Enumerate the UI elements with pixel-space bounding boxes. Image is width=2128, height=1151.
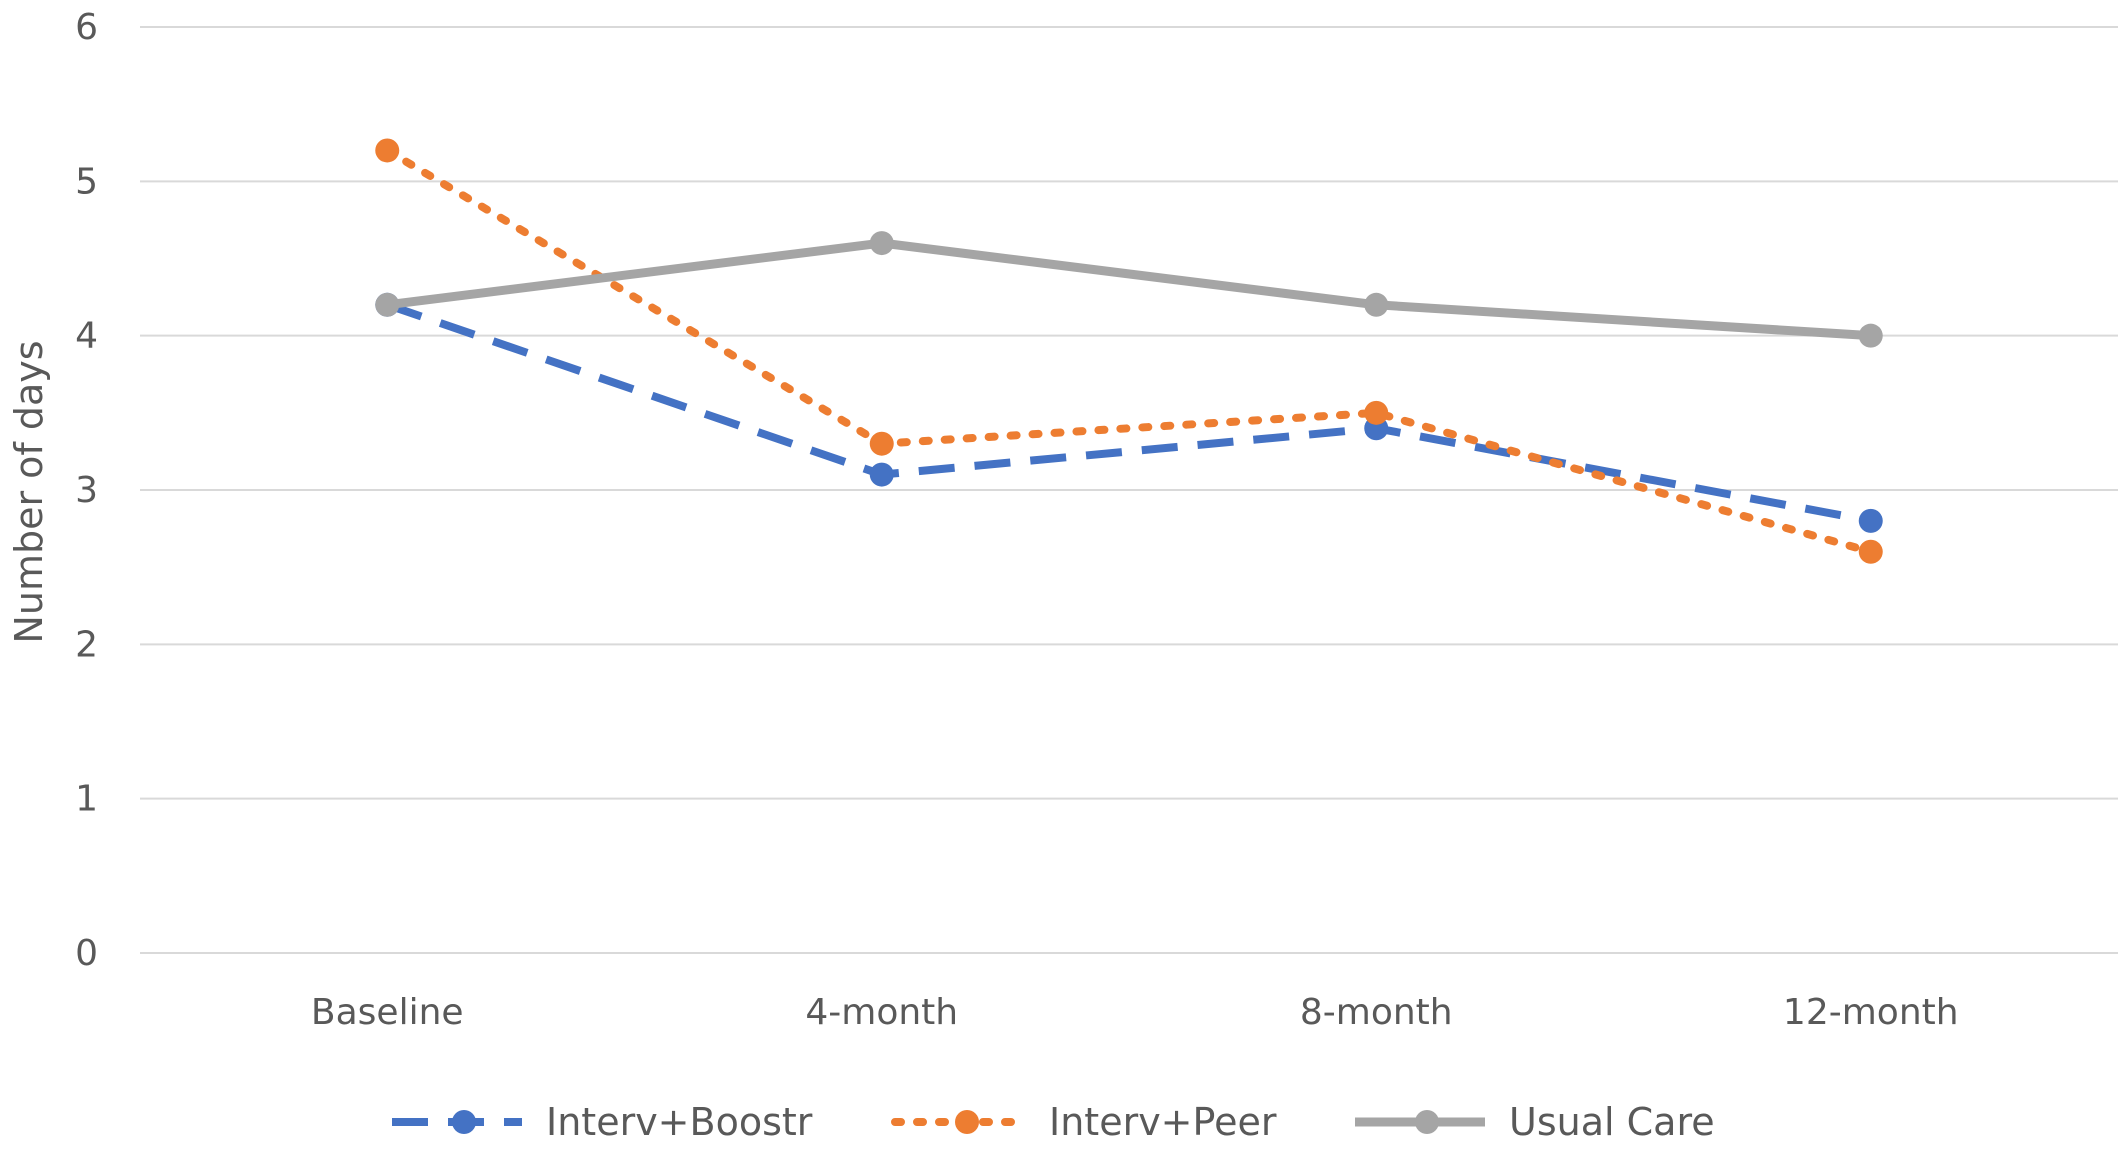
y-tick-label: 0: [75, 933, 98, 974]
x-axis-tick-labels: Baseline 4-month 8-month 12-month: [311, 992, 1959, 1033]
data-point: [375, 138, 400, 163]
series-usual-care: [375, 231, 1883, 348]
x-tick-label: 4-month: [805, 992, 958, 1033]
x-tick-label: 12-month: [1783, 992, 1959, 1033]
legend-marker: [955, 1110, 979, 1134]
y-axis-title: Number of days: [7, 340, 51, 643]
x-tick-label: Baseline: [311, 992, 464, 1033]
legend-marker: [1415, 1110, 1439, 1134]
legend: Interv+Boostr Interv+Peer Usual Care: [392, 1100, 1715, 1144]
y-tick-label: 5: [75, 161, 98, 202]
data-point: [1364, 292, 1389, 317]
data-point: [375, 292, 400, 317]
y-tick-label: 1: [75, 779, 98, 820]
series-lines: [375, 138, 1883, 564]
data-point: [1858, 539, 1883, 564]
data-point: [869, 431, 894, 456]
y-tick-label: 3: [75, 470, 98, 511]
series-line: [383, 146, 1875, 556]
y-axis-tick-labels: 0 1 2 3 4 5 6: [75, 7, 98, 974]
series-interv-boostr: [375, 292, 1883, 533]
legend-label: Usual Care: [1509, 1100, 1715, 1144]
legend-item: Usual Care: [1355, 1100, 1715, 1144]
legend-item: Interv+Peer: [891, 1100, 1277, 1144]
series-line: [385, 301, 1872, 525]
y-tick-label: 2: [75, 624, 98, 665]
data-point: [869, 462, 894, 487]
data-point: [1858, 508, 1883, 533]
series-interv-peer: [375, 138, 1883, 564]
legend-marker: [452, 1110, 476, 1134]
gridlines: [140, 26, 2118, 954]
data-point: [1364, 400, 1389, 425]
series-line: [386, 238, 1872, 341]
x-tick-label: 8-month: [1300, 992, 1453, 1033]
legend-label: Interv+Boostr: [546, 1100, 813, 1144]
data-point: [869, 231, 894, 256]
legend-item: Interv+Boostr: [392, 1100, 813, 1144]
y-tick-label: 4: [75, 316, 98, 357]
y-tick-label: 6: [75, 7, 98, 48]
data-point: [1858, 323, 1883, 348]
legend-label: Interv+Peer: [1049, 1100, 1277, 1144]
